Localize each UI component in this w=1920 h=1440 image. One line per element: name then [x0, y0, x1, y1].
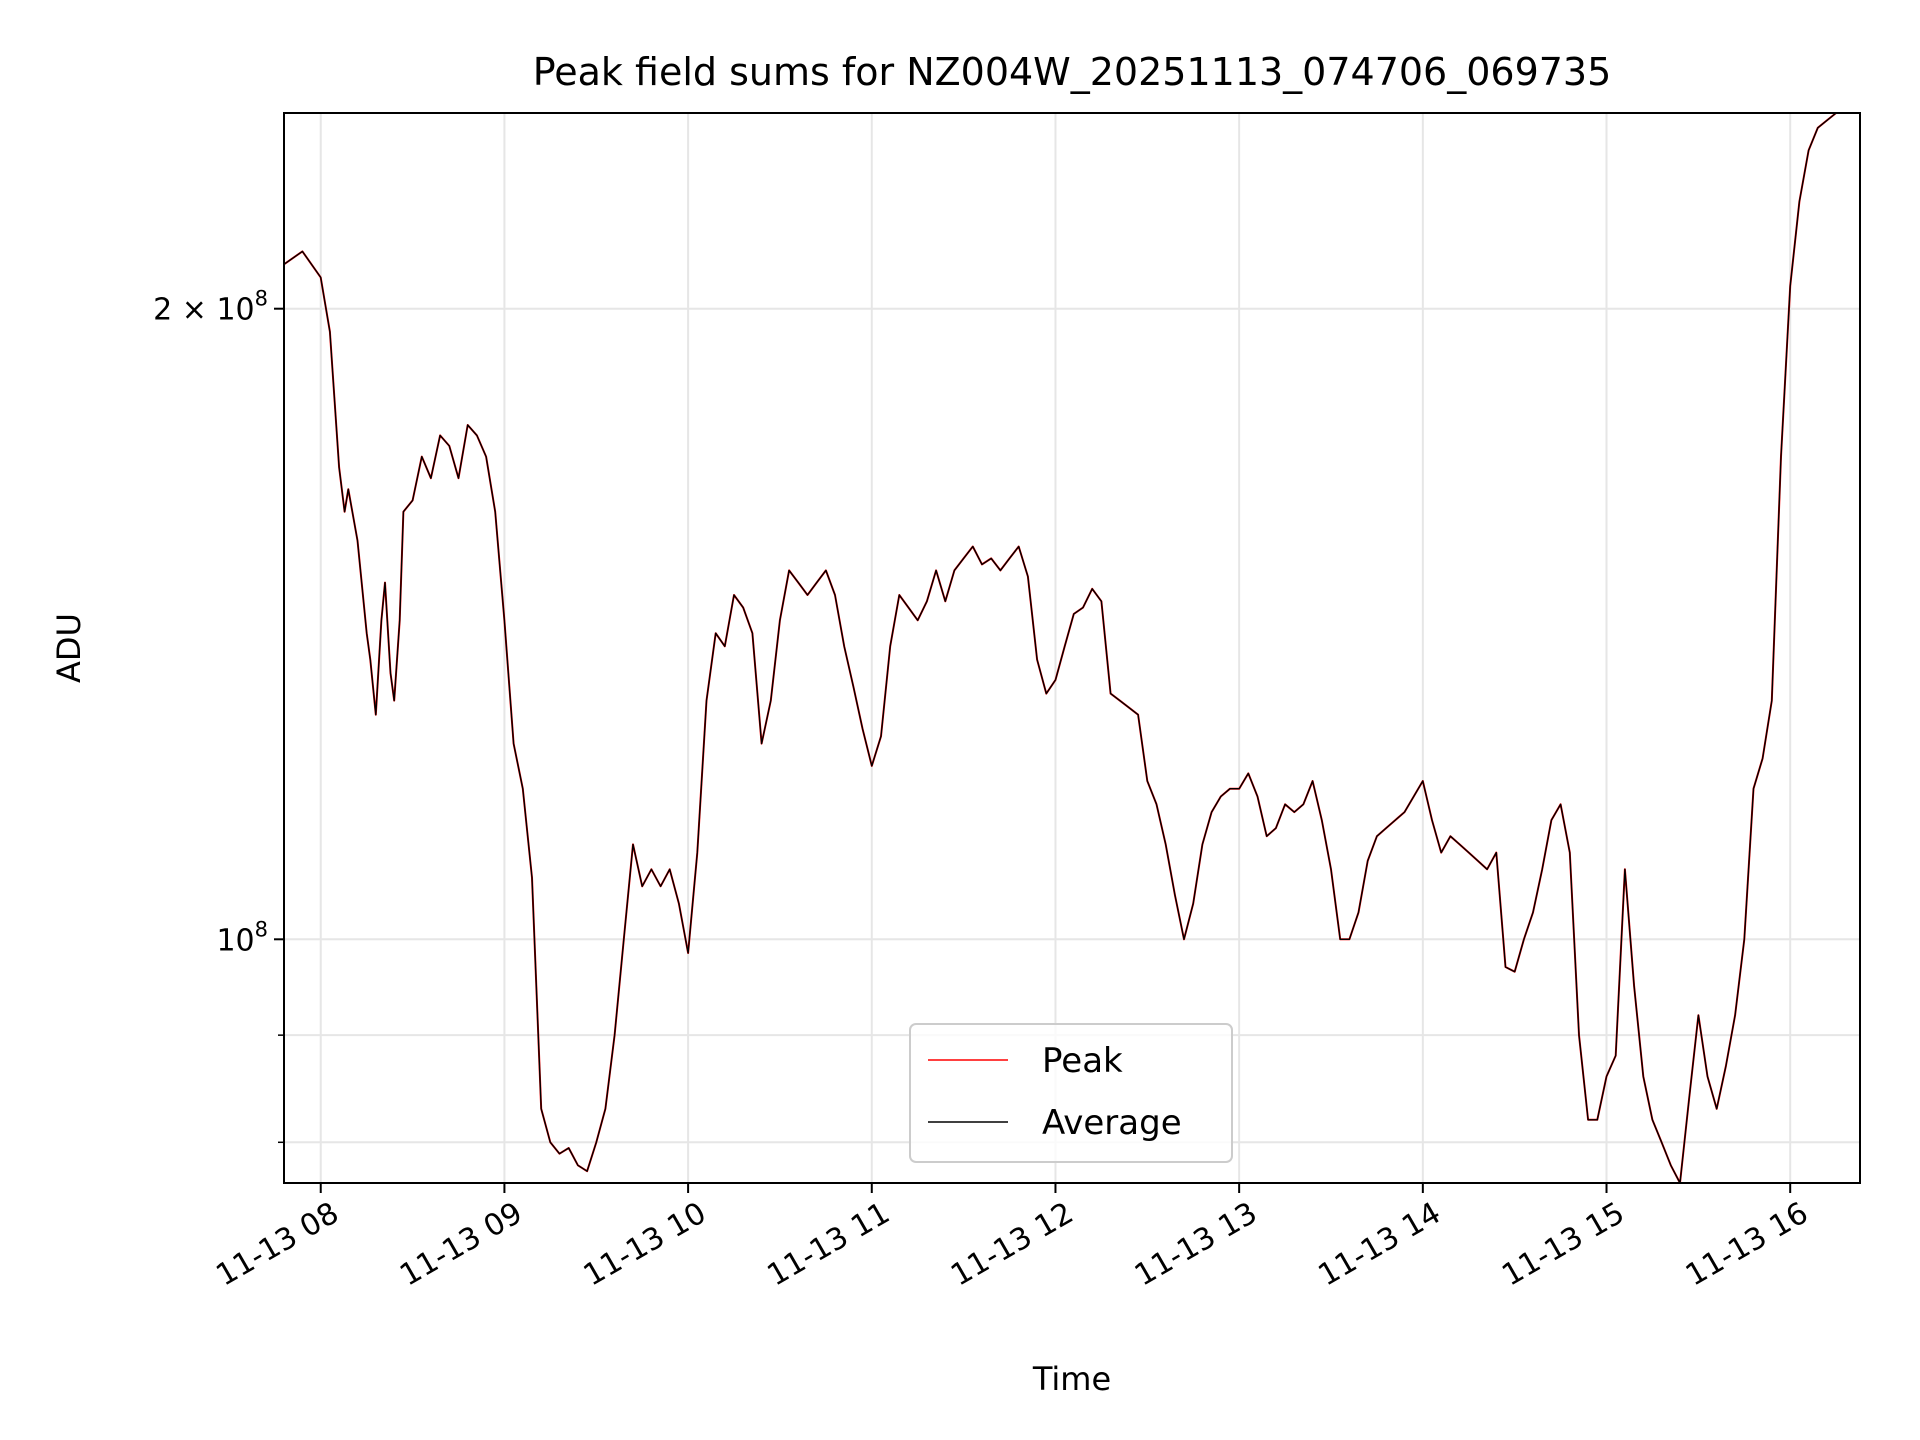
- y-axis-ticks: 108 2 × 108: [153, 287, 284, 1144]
- plot-area: [283, 112, 1837, 1184]
- legend-label-peak: Peak: [1042, 1041, 1123, 1081]
- y-axis-title: ADU: [50, 613, 88, 683]
- y-tick-label: 108: [216, 917, 268, 958]
- y-tick-label: 2 × 108: [153, 287, 268, 328]
- legend: Peak Average: [909, 1023, 1233, 1163]
- legend-box: [909, 1023, 1233, 1163]
- plot-frame: [283, 112, 1861, 1184]
- x-axis-title: Time: [1032, 1360, 1111, 1398]
- legend-label-average: Average: [1042, 1103, 1182, 1143]
- series-line-average: [283, 112, 1837, 1184]
- chart-title: Peak field sums for NZ004W_20251113_0747…: [533, 50, 1612, 94]
